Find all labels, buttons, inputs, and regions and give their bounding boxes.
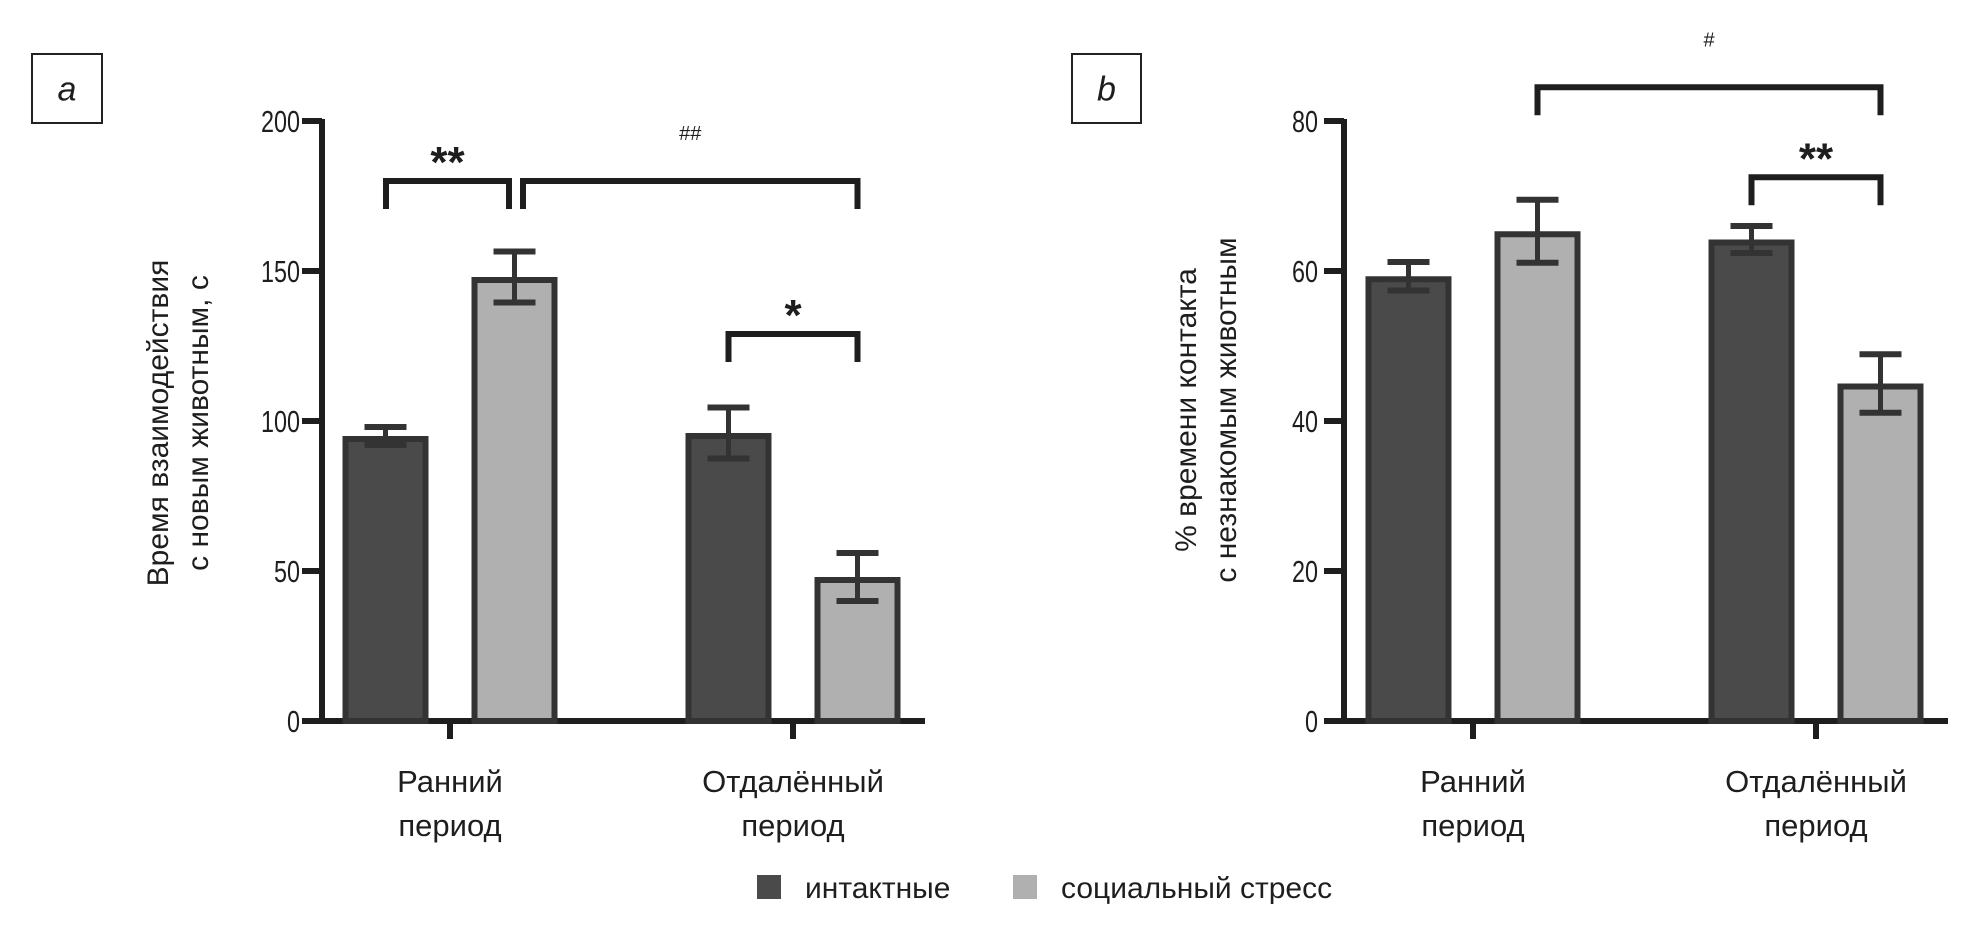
y-tick-label: 20: [1292, 554, 1318, 589]
x-category-label: Ранний: [397, 764, 503, 799]
y-tick-label: 60: [1292, 254, 1318, 289]
panel-b: b 0 20 40 60 80 % времени контакта с незнакомым…: [1071, 29, 1948, 843]
y-tick-label: 150: [261, 254, 300, 289]
legend-swatch-intact: [757, 875, 781, 899]
bar-stress: [1837, 383, 1924, 724]
legend-swatch-stress: [1013, 875, 1037, 899]
bar-intact: [1708, 239, 1795, 724]
legend-label: интактные: [805, 872, 950, 905]
x-category-label: Ранний: [1420, 764, 1526, 799]
panel-label: b: [1097, 71, 1116, 109]
significance-star-label: **: [430, 138, 465, 187]
y-axis-title-line: Время взаимодействия: [142, 260, 175, 587]
significance-bracket: [383, 178, 512, 209]
y-axis-title-line: с незнакомым животным: [1210, 237, 1243, 582]
y-tick-label: 200: [261, 104, 300, 139]
y-axis-title-line: с новым животным, с: [182, 275, 215, 571]
y-tick-label: 80: [1292, 104, 1318, 139]
significance-star-label: *: [784, 291, 802, 340]
significance-hash-label: #: [1703, 29, 1715, 51]
bar-intact: [342, 436, 429, 724]
significance-bracket: [1748, 174, 1884, 206]
bar-stress: [471, 277, 558, 724]
panel-label: a: [58, 71, 77, 109]
y-tick-label: 100: [261, 404, 300, 439]
significance-bracket: [520, 178, 861, 209]
x-category-label: период: [398, 808, 501, 843]
panel-label-box: [1071, 53, 1142, 124]
y-tick-label: 40: [1292, 404, 1318, 439]
x-category-label: период: [1764, 808, 1867, 843]
y-axis-title-line: % времени контакта: [1170, 268, 1203, 552]
bar-stress: [1494, 231, 1581, 724]
y-tick-label: 50: [274, 554, 300, 589]
x-category-label: период: [1421, 808, 1524, 843]
y-tick-label: 0: [1305, 704, 1318, 739]
significance-bracket: [1534, 84, 1884, 116]
bar-intact: [1365, 276, 1452, 724]
significance-hash-label: ##: [679, 123, 702, 145]
x-category-label: Отдалённый: [1725, 764, 1907, 799]
legend: интактные социальный стресс: [757, 872, 1332, 905]
y-tick-label: 0: [287, 704, 300, 739]
bar-intact: [685, 433, 772, 724]
panel-label-box: [31, 53, 103, 124]
significance-bracket: [725, 331, 861, 362]
panel-a: a 0 50 100 150 200 Время взаимодействия с новым…: [31, 53, 925, 843]
x-category-label: период: [741, 808, 844, 843]
significance-star-label: **: [1799, 134, 1834, 183]
x-category-label: Отдалённый: [702, 764, 884, 799]
legend-label: социальный стресс: [1061, 872, 1332, 905]
